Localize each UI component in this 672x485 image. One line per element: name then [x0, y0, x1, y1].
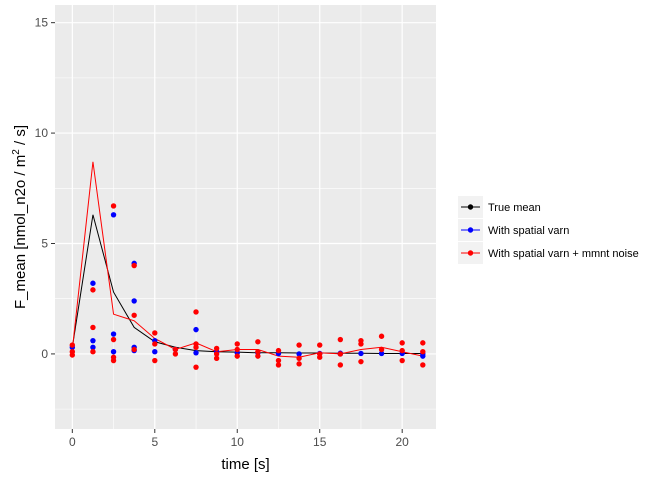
legend-label-0: True mean: [488, 202, 541, 214]
axis-layer: 0 5 10 15 20 0 5 10 15: [35, 16, 410, 449]
x-axis-title: time [s]: [221, 456, 269, 473]
x-tick-label-3: 15: [313, 435, 327, 449]
y-tick-label-2: 10: [35, 126, 49, 140]
data-point-s1-5: [110, 331, 117, 337]
y-tick-label-0: 0: [41, 347, 48, 361]
y-axis-title-superscript: 2: [11, 149, 22, 155]
data-point-s1-28: [420, 353, 426, 359]
data-point-s2-18: [193, 309, 199, 315]
data-point-s2-9: [110, 357, 117, 364]
x-tick-label-2: 10: [231, 435, 245, 449]
y-axis-title-unit: / s]: [12, 125, 29, 149]
data-point-s2-48: [399, 340, 405, 346]
data-point-s2-44: [358, 341, 364, 347]
data-point-s2-12: [131, 346, 137, 353]
data-point-s2-42: [337, 362, 344, 368]
plot-panel: [55, 5, 436, 429]
data-point-s1-14: [193, 326, 199, 333]
data-point-s2-49: [399, 347, 405, 354]
data-point-s2-36: [296, 361, 302, 367]
data-point-s2-13: [152, 330, 158, 336]
data-point-s1-4: [110, 212, 117, 218]
data-point-s2-7: [110, 336, 117, 343]
legend: True mean With spatial varn With spatial v…: [458, 196, 639, 264]
x-tick-label-1: 5: [151, 435, 158, 449]
data-point-s2-52: [420, 349, 426, 355]
data-point-s1-12: [152, 349, 158, 355]
grid-layer: [55, 5, 436, 429]
data-point-s2-37: [317, 342, 323, 348]
data-point-s2-2: [69, 352, 76, 358]
data-point-s2-40: [337, 336, 344, 343]
data-point-s2-33: [275, 362, 282, 368]
data-point-s2-24: [213, 355, 220, 362]
data-point-s1-15: [193, 350, 199, 356]
y-tick-label-3: 15: [35, 16, 49, 30]
data-point-s2-53: [420, 362, 426, 368]
data-point-s2-28: [255, 339, 261, 345]
point-layer: [69, 203, 426, 370]
data-point-s2-50: [399, 357, 405, 364]
x-tick-label-0: 0: [69, 435, 76, 449]
legend-key-point-1: [467, 227, 474, 233]
data-point-s2-10: [131, 262, 137, 269]
data-point-s1-8: [131, 298, 137, 304]
data-point-s2-32: [275, 357, 282, 364]
data-point-s1-3: [90, 344, 96, 350]
data-point-s1-24: [358, 350, 364, 357]
data-point-s1-20: [296, 351, 302, 357]
data-point-s1-25: [378, 350, 385, 357]
data-point-s2-46: [378, 333, 385, 339]
data-point-s2-45: [358, 358, 364, 365]
data-point-s2-31: [275, 347, 282, 354]
data-point-s2-39: [317, 354, 323, 360]
data-point-s2-14: [152, 341, 158, 347]
data-point-s2-5: [90, 349, 96, 355]
data-point-s1-6: [110, 349, 117, 355]
data-point-s2-22: [213, 345, 220, 352]
data-point-s2-16: [172, 346, 179, 353]
data-point-s2-29: [255, 349, 261, 355]
data-point-s2-23: [213, 351, 220, 357]
series-line-0: [71, 214, 423, 354]
data-point-s2-6: [110, 203, 117, 209]
y-axis-title-main: F_mean [nmol_n2o / m: [12, 155, 29, 309]
data-point-s2-35: [296, 355, 302, 362]
x-tick-label-4: 20: [396, 435, 410, 449]
data-point-s2-21: [193, 364, 199, 370]
data-point-s2-0: [69, 342, 76, 348]
data-point-s1-1: [90, 280, 96, 286]
data-point-s2-41: [337, 351, 344, 357]
series-line-2: [71, 161, 423, 358]
y-tick-label-1: 5: [41, 237, 48, 251]
data-point-s2-11: [131, 312, 137, 318]
data-point-s2-20: [193, 344, 199, 350]
data-point-s2-3: [90, 287, 96, 293]
data-point-s2-27: [234, 353, 240, 359]
data-point-s2-51: [420, 340, 426, 346]
data-point-s2-30: [255, 353, 261, 359]
legend-key-point-0: [467, 204, 474, 210]
data-point-s2-26: [234, 346, 240, 353]
legend-key-point-2: [467, 250, 474, 256]
line-layer: [71, 161, 423, 358]
data-point-s1-2: [90, 337, 96, 344]
legend-label-1: With spatial varn: [488, 225, 569, 237]
data-point-s2-25: [234, 341, 240, 347]
data-point-s2-15: [152, 357, 158, 364]
data-point-s2-17: [172, 351, 179, 357]
y-axis-title: F_mean [nmol_n2o / m2 / s]: [11, 125, 29, 309]
legend-label-2: With spatial varn + mmnt noise: [488, 248, 639, 260]
data-point-s2-4: [90, 324, 96, 331]
data-point-s2-47: [378, 346, 385, 353]
data-point-s2-34: [296, 342, 302, 348]
